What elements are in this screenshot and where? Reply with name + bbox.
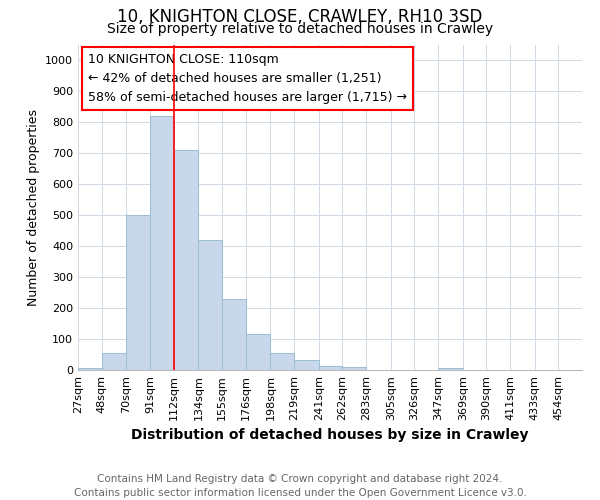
Text: 10 KNIGHTON CLOSE: 110sqm
← 42% of detached houses are smaller (1,251)
58% of se: 10 KNIGHTON CLOSE: 110sqm ← 42% of detac… [88, 53, 407, 104]
Text: Size of property relative to detached houses in Crawley: Size of property relative to detached ho… [107, 22, 493, 36]
Bar [150, 116, 173, 370]
Text: Contains HM Land Registry data © Crown copyright and database right 2024.
Contai: Contains HM Land Registry data © Crown c… [74, 474, 526, 498]
Bar [245, 334, 271, 370]
Bar [343, 367, 366, 370]
Bar [271, 353, 294, 370]
X-axis label: Distribution of detached houses by size in Crawley: Distribution of detached houses by size … [131, 428, 529, 442]
Bar [127, 215, 150, 370]
Bar [222, 299, 245, 370]
Bar [199, 240, 222, 370]
Bar [319, 366, 343, 370]
Bar [173, 150, 199, 370]
Bar [438, 368, 463, 370]
Bar [78, 368, 101, 370]
Bar [294, 360, 319, 370]
Text: 10, KNIGHTON CLOSE, CRAWLEY, RH10 3SD: 10, KNIGHTON CLOSE, CRAWLEY, RH10 3SD [118, 8, 482, 26]
Y-axis label: Number of detached properties: Number of detached properties [26, 109, 40, 306]
Bar [101, 353, 127, 370]
